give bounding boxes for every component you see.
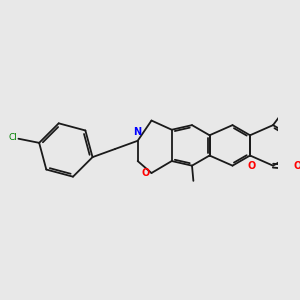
Text: O: O: [247, 161, 256, 171]
Text: N: N: [134, 127, 142, 137]
Text: O: O: [294, 161, 300, 172]
Text: Cl: Cl: [8, 133, 17, 142]
Text: O: O: [141, 168, 149, 178]
